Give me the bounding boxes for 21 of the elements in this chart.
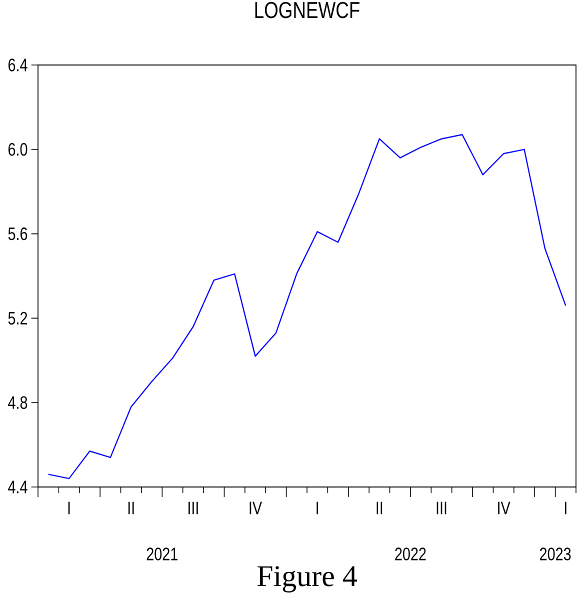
x-tick-label: I — [68, 502, 70, 514]
y-tick-label: 5.2 — [8, 312, 28, 325]
x-tick-label: III — [436, 502, 446, 514]
chart-title: LOGNEWCF — [255, 2, 360, 18]
y-tick-label: 6.4 — [8, 58, 28, 72]
x-tick-label: I — [316, 502, 318, 514]
x-tick-label: III — [188, 502, 198, 514]
caption: Figure 4 — [257, 566, 357, 592]
x2-tick-label: 2023 — [540, 548, 571, 560]
y-tick-label: 5.6 — [8, 227, 28, 240]
x-tick-label: IV — [498, 502, 510, 514]
y-tick-label: 4.4 — [8, 480, 28, 494]
y-tick-label: 6.0 — [8, 143, 28, 156]
y-tick-label: 4.8 — [8, 396, 28, 409]
x2-tick-label: 2021 — [146, 548, 178, 560]
x-tick-label: I — [564, 502, 566, 514]
x-tick-label: II — [128, 502, 134, 514]
x2-tick-label: 2022 — [395, 548, 426, 560]
x-tick-label: II — [376, 502, 382, 514]
line-series — [48, 134, 566, 480]
x-tick-label: IV — [250, 502, 262, 514]
